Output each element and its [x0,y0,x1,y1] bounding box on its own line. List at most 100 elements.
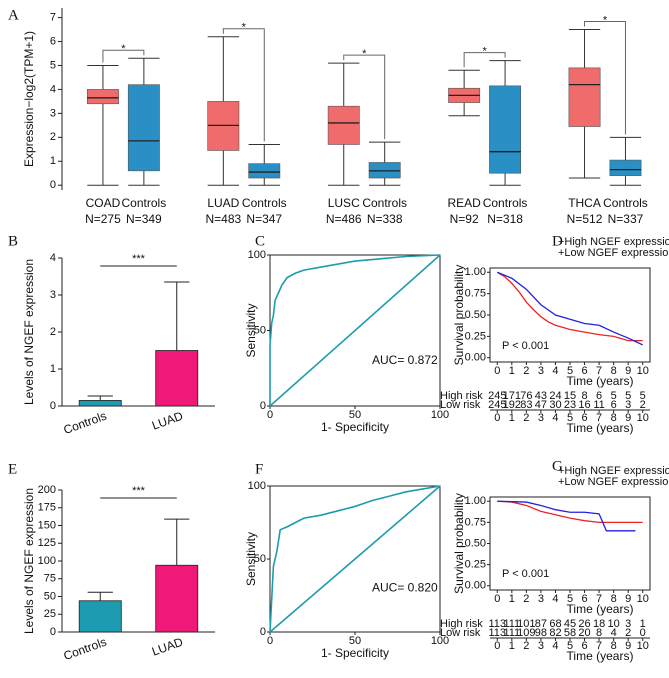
risk-count: 111 [503,627,520,639]
y-tick-label: 5 [50,59,56,71]
risk-row-name: Low risk [440,399,481,411]
significance-star: * [482,46,487,58]
risk-count: 16 [578,399,590,411]
risk-x-tick-label: 5 [567,412,573,424]
risk-x-tick-label: 7 [596,640,602,652]
y-tick-label: 0.25 [465,559,486,571]
x-tick-label: 8 [611,365,617,377]
risk-x-tick-label: 7 [596,412,602,424]
y-tick-label: 1 [50,363,56,375]
y-tick-label: 0.75 [465,516,486,528]
y-tick-label: 50 [254,324,266,336]
y-tick-label: 1 [50,155,56,167]
risk-count: 24 [549,390,561,402]
group-size: N=483 [205,212,241,226]
significance-star: * [121,43,126,55]
y-tick-label: 6 [50,35,56,47]
risk-row-name: High risk [440,390,483,402]
risk-count: 245 [488,399,506,411]
risk-count: 30 [549,399,561,411]
x-tick-label: Controls [62,409,109,437]
risk-count: 8 [596,627,602,639]
risk-count: 45 [564,618,576,630]
survival-curve [497,500,643,524]
risk-count: 43 [535,390,547,402]
x-tick-label: 10 [637,593,649,605]
auc-annotation: AUC= 0.872 [372,353,438,367]
group-size: N=347 [246,212,282,226]
y-tick-label: 3 [50,107,56,119]
x-tick-label: LUAD [150,409,185,433]
x-tick-label: 0 [494,365,500,377]
y-axis-label: Sensitivity [244,303,258,357]
significance-star: * [242,22,247,34]
risk-count: 10 [608,618,620,630]
x-tick-label: 7 [596,365,602,377]
y-tick-label: 0 [50,400,56,412]
risk-count: 26 [578,618,590,630]
y-axis-label: Levels of NGEF expression [22,259,36,405]
significance-star: * [362,48,367,60]
y-tick-label: 0.50 [465,537,486,549]
y-tick-label: 0.00 [465,580,486,592]
risk-count: 23 [564,399,576,411]
risk-count: 11 [593,399,604,411]
p-value: P < 0.001 [502,340,549,352]
y-tick-label: 0 [50,626,56,638]
x-tick-label: 2 [523,593,529,605]
y-tick-label: 0.25 [465,330,486,342]
survival-curve [497,271,644,346]
risk-count: 6 [596,390,602,402]
risk-count: 113 [488,627,506,639]
x-tick-label: 7 [596,593,602,605]
risk-count: 87 [535,618,547,630]
legend-entry: +High NGEF expression [558,236,669,248]
x-tick-label: Controls [122,196,167,210]
x-tick-label: 1 [509,365,515,377]
significance-bracket [222,28,265,142]
risk-count: 82 [549,627,561,639]
x-axis-label: 1- Specificity [321,420,389,434]
box [127,84,160,172]
risk-x-axis-label: Time (years) [567,649,634,663]
panel-letter: A [8,7,19,23]
y-tick-label: 175 [38,502,56,514]
reference-diagonal [269,254,441,407]
group-size: N=318 [487,212,523,226]
risk-count: 47 [535,399,547,411]
risk-count: 111 [503,618,520,630]
risk-count: 171 [503,390,521,402]
panel-letter: C [255,233,265,249]
risk-x-tick-label: 3 [538,640,544,652]
risk-count: 76 [520,390,532,402]
x-tick-label: 4 [552,593,558,605]
y-tick-label: 25 [44,608,56,620]
x-tick-label: Controls [242,196,287,210]
risk-count: 109 [517,627,535,639]
significance-stars: *** [132,253,146,265]
y-tick-label: 50 [254,553,266,565]
x-tick-label: Controls [362,196,407,210]
y-tick-label: 100 [248,249,266,261]
risk-count: 83 [520,399,532,411]
box [489,85,522,174]
group-size: N=92 [450,212,479,226]
y-axis-label: Expression−log2(TPM+1) [22,31,36,167]
significance-bracket [463,52,506,68]
risk-x-tick-label: 5 [567,640,573,652]
risk-count: 0 [640,627,646,639]
y-tick-label: 1.00 [465,266,486,278]
x-tick-label: Controls [62,635,109,663]
y-axis-label: Sensitivity [244,532,258,586]
y-tick-label: 200 [38,484,56,496]
risk-row-name: Low risk [440,627,481,639]
y-tick-label: 1.00 [465,495,486,507]
group-size: N=337 [608,212,644,226]
panel-letter: G [552,458,563,474]
x-tick-label: 2 [523,365,529,377]
y-tick-label: 50 [44,590,56,602]
box [327,105,360,145]
risk-count: 1 [640,618,646,630]
auc-annotation: AUC= 0.820 [372,580,438,594]
y-tick-label: 4 [50,83,56,95]
